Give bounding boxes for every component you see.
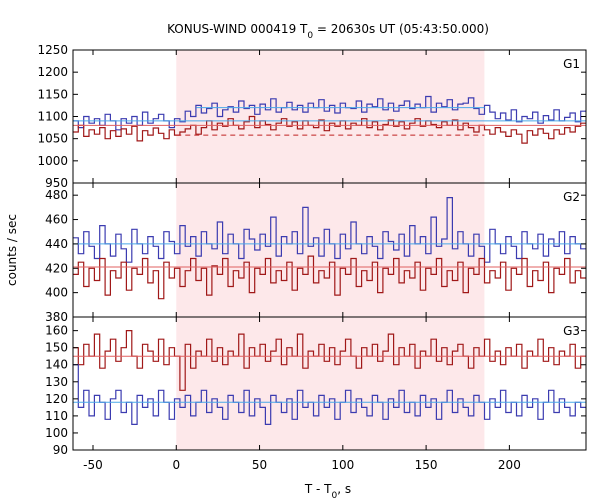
y-tick-label: 1000	[37, 154, 68, 168]
shaded-interval	[176, 317, 485, 450]
series-line-g3-1	[73, 364, 586, 425]
y-tick-label: 480	[45, 188, 68, 202]
y-tick-label: 440	[45, 237, 68, 251]
panel-g3: 90 100 110 120 130 140 150 160 G3	[45, 316, 587, 457]
chart-title: KONUS-WIND 000419 T0 = 20630s UT (05:43:…	[167, 22, 489, 41]
x-axis-label-rest: , s	[337, 482, 351, 496]
x-tick-label: 100	[331, 458, 354, 472]
y-tick-label: 1100	[37, 110, 68, 124]
y-tick-label: 1250	[37, 43, 68, 57]
panel-g2: 380 400 420 440 460 480 G2	[45, 182, 587, 324]
x-tick-label: 0	[172, 458, 180, 472]
y-tick-label: 140	[45, 358, 68, 372]
x-tick-label: 150	[415, 458, 438, 472]
y-tick-label: 150	[45, 341, 68, 355]
panel-label-g2: G2	[563, 190, 580, 204]
y-tick-label: 90	[53, 443, 68, 457]
y-tick-label: 420	[45, 261, 68, 275]
series-line-g2-1	[73, 255, 586, 300]
chart-title-rest: = 20630s UT (05:43:50.000)	[313, 22, 489, 36]
chart-title-main: KONUS-WIND 000419 T	[167, 22, 308, 36]
y-tick-label: 950	[45, 176, 68, 190]
series-line-g1-0	[73, 95, 586, 131]
panel-frame	[72, 316, 587, 451]
series-line-g1-1	[73, 115, 586, 144]
panel-label-g3: G3	[563, 324, 580, 338]
x-axis-label: T - T0, s	[304, 482, 351, 500]
y-tick-label: 380	[45, 310, 68, 324]
series-line-g2-0	[73, 197, 586, 263]
x-tick-label: 200	[498, 458, 521, 472]
series-line-g3-0	[73, 330, 586, 391]
chart-title-subscript: 0	[307, 31, 313, 41]
y-tick-label: 100	[45, 426, 68, 440]
y-axis-label: counts / sec	[5, 214, 19, 286]
y-tick-label: 1200	[37, 65, 68, 79]
panels-group: 950100010501100115012001250G138040042044…	[37, 43, 587, 472]
panel-label-g1: G1	[563, 57, 580, 71]
y-tick-label: 120	[45, 392, 68, 406]
y-tick-label: 460	[45, 213, 68, 227]
y-tick-label: 130	[45, 375, 68, 389]
y-tick-label: 400	[45, 286, 68, 300]
x-tick-label: 50	[252, 458, 267, 472]
y-tick-label: 1150	[37, 87, 68, 101]
shaded-interval	[176, 50, 485, 183]
x-tick-label: -50	[83, 458, 103, 472]
panel-g1: 950 1000 1050 1100 1150 1200 1250 G1	[37, 43, 587, 190]
x-axis-label-subscript: 0	[332, 491, 338, 500]
y-tick-label: 1050	[37, 132, 68, 146]
x-axis-label-main: T - T	[304, 482, 332, 496]
y-tick-label: 110	[45, 409, 68, 423]
y-tick-label: 160	[45, 324, 68, 338]
